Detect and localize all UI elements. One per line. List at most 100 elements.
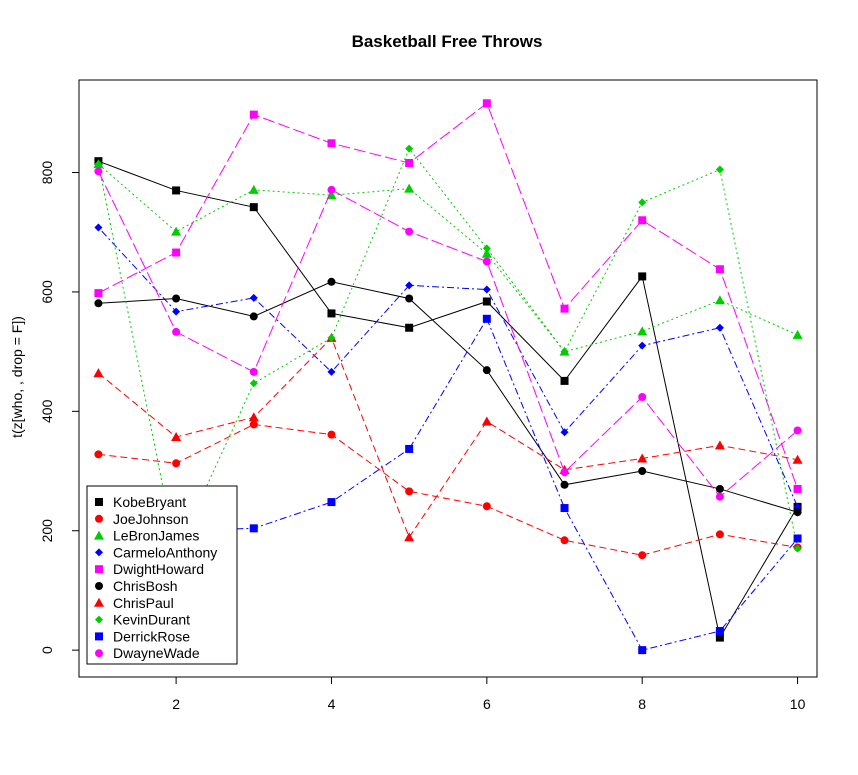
series-kevindurant — [94, 144, 802, 557]
data-point-lebronjames-6 — [481, 248, 492, 258]
y-tick-label-400: 400 — [39, 399, 55, 423]
data-point-kobebryant-8 — [638, 272, 647, 281]
legend-marker-chrisbosh — [95, 582, 103, 590]
data-point-chrisbosh-7 — [560, 480, 569, 489]
data-point-dwaynewade-9 — [715, 492, 724, 501]
data-point-dwaynewade-6 — [482, 257, 491, 266]
data-point-chrisbosh-9 — [715, 484, 724, 493]
data-point-lebronjames-9 — [714, 295, 725, 305]
data-point-dwighthoward-2 — [172, 248, 181, 257]
data-point-derrickrose-6 — [482, 314, 491, 323]
data-point-lebronjames-3 — [248, 184, 259, 194]
data-point-chrispaul-9 — [714, 440, 725, 450]
y-tick-label-200: 200 — [39, 519, 55, 543]
data-point-dwaynewade-2 — [172, 327, 181, 336]
legend-marker-joejohnson — [95, 514, 103, 523]
x-tick-label-2: 2 — [172, 696, 180, 712]
data-point-dwighthoward-7 — [560, 304, 569, 313]
data-point-chrisbosh-2 — [172, 294, 181, 303]
data-point-dwighthoward-10 — [793, 484, 802, 493]
data-point-carmeloanthony-7 — [560, 428, 569, 437]
data-point-joejohnson-3 — [249, 420, 258, 429]
legend-label-kobebryant: KobeBryant — [113, 494, 186, 510]
data-point-chrisbosh-5 — [405, 294, 414, 303]
plot-frame — [78, 79, 818, 678]
data-point-lebronjames-10 — [792, 329, 803, 339]
data-point-dwighthoward-3 — [249, 110, 258, 119]
series-line-dwaynewade — [97, 171, 798, 498]
data-point-dwaynewade-4 — [327, 185, 336, 194]
data-point-derrickrose-10 — [793, 534, 802, 543]
legend-box — [86, 485, 238, 665]
data-point-chrispaul-10 — [792, 454, 803, 464]
data-point-kobebryant-7 — [560, 376, 569, 385]
data-point-joejohnson-5 — [405, 487, 414, 496]
series-line-carmeloanthony — [98, 227, 799, 508]
data-point-dwighthoward-1 — [94, 289, 103, 298]
series-line-kobebryant — [98, 160, 799, 639]
series-chrisbosh — [94, 277, 802, 517]
legend-label-carmeloanthony: CarmeloAnthony — [113, 544, 217, 560]
series-lebronjames — [93, 159, 803, 356]
data-point-chrispaul-1 — [93, 368, 104, 378]
legend-marker-kevindurant — [95, 615, 103, 624]
series-line-dwighthoward — [98, 102, 799, 490]
data-point-dwighthoward-4 — [327, 139, 336, 148]
legend-label-kevindurant: KevinDurant — [113, 612, 190, 628]
data-point-dwaynewade-3 — [249, 367, 258, 376]
data-point-kobebryant-6 — [482, 297, 491, 306]
legend-marker-lebronjames — [94, 530, 104, 540]
legend-marker-dwighthoward — [95, 565, 103, 574]
series-line-chrisbosh — [98, 281, 798, 513]
data-point-lebronjames-2 — [171, 226, 182, 236]
data-point-kobebryant-4 — [327, 309, 336, 318]
data-point-chrispaul-5 — [404, 532, 415, 542]
data-point-kevindurant-8 — [638, 198, 647, 207]
data-point-dwighthoward-5 — [405, 158, 414, 167]
data-point-joejohnson-7 — [560, 536, 569, 545]
data-point-dwaynewade-1 — [94, 167, 103, 176]
y-tick-label-0: 0 — [39, 646, 55, 654]
data-point-kobebryant-3 — [249, 203, 258, 212]
x-tick-label-6: 6 — [483, 696, 491, 712]
data-point-lebronjames-5 — [404, 183, 415, 193]
series-carmeloanthony — [94, 223, 802, 511]
data-point-chrisbosh-6 — [482, 366, 491, 375]
data-point-chrisbosh-4 — [327, 277, 336, 286]
legend-label-dwighthoward: DwightHoward — [113, 561, 204, 577]
data-point-dwaynewade-8 — [638, 393, 647, 402]
y-tick-label-800: 800 — [39, 161, 55, 185]
data-point-chrispaul-8 — [637, 453, 648, 463]
legend-marker-dwaynewade — [95, 649, 103, 658]
series-line-chrispaul — [98, 337, 798, 539]
data-point-chrisbosh-1 — [94, 299, 103, 308]
data-point-chrispaul-6 — [481, 416, 492, 426]
data-point-kevindurant-4 — [327, 333, 336, 342]
data-point-kevindurant-7 — [560, 347, 569, 356]
data-point-joejohnson-1 — [94, 450, 103, 459]
series-line-kevindurant — [97, 147, 799, 555]
data-point-dwaynewade-10 — [793, 426, 802, 435]
data-point-carmeloanthony-1 — [94, 223, 103, 232]
x-tick-label-8: 8 — [638, 696, 646, 712]
legend: KobeBryantJoeJohnsonLeBronJamesCarmeloAn… — [86, 485, 238, 665]
data-point-kobebryant-2 — [172, 186, 181, 195]
data-point-kevindurant-1 — [94, 160, 103, 169]
series-line-derrickrose — [98, 317, 798, 651]
data-point-derrickrose-3 — [249, 524, 258, 533]
x-tick-label-10: 10 — [790, 696, 806, 712]
data-point-chrisbosh-10 — [793, 508, 802, 517]
y-axis: 0 200 400 600 800 — [39, 161, 79, 654]
legend-label-derrickrose: DerrickRose — [113, 628, 190, 644]
data-point-derrickrose-5 — [405, 444, 414, 453]
legend-marker-derrickrose — [95, 632, 103, 641]
series-dwighthoward — [94, 99, 802, 493]
series-line-lebronjames — [98, 163, 798, 353]
data-point-dwighthoward-6 — [482, 99, 491, 108]
series-joejohnson — [94, 420, 802, 560]
data-point-carmeloanthony-2 — [172, 307, 181, 316]
data-point-dwighthoward-8 — [638, 216, 647, 225]
data-point-derrickrose-8 — [638, 646, 647, 655]
y-tick-label-600: 600 — [39, 280, 55, 304]
